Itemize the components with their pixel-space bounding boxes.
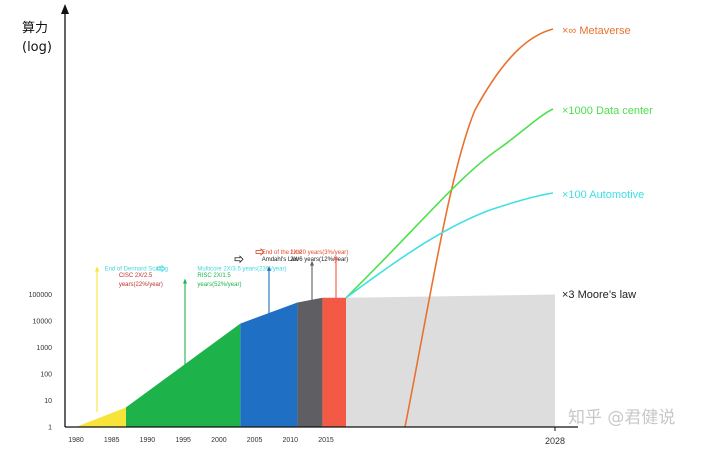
x-tick-label-2000: 2000 bbox=[211, 437, 227, 444]
annotation-7: 2X/20 years(3%/year) bbox=[290, 250, 348, 256]
watermark: 知乎 @君健说 bbox=[568, 408, 675, 428]
annotation-arrowhead-0 bbox=[95, 266, 99, 272]
x-tick-label-2010: 2010 bbox=[282, 437, 298, 444]
y-tick-label-10: 10 bbox=[44, 398, 52, 405]
pointer-glyph-2 bbox=[156, 264, 166, 273]
curve-1000-data-center bbox=[345, 108, 554, 299]
y-tick-label-100: 100 bbox=[40, 372, 52, 379]
curve-label-100-automotive: ×100 Automotive bbox=[562, 189, 644, 201]
annotation-4: Amdahl's Law bbox=[262, 257, 300, 263]
y-tick-label-1000: 1000 bbox=[36, 345, 52, 352]
region-multicore bbox=[240, 302, 298, 427]
regions-layer bbox=[76, 294, 555, 427]
x-tick-label-2015: 2015 bbox=[318, 437, 334, 444]
curve-label-metaverse: ×∞ Metaverse bbox=[562, 25, 631, 37]
x-tick-label-1990: 1990 bbox=[140, 437, 156, 444]
x-tick-label-1980: 1980 bbox=[68, 437, 84, 444]
axes-layer: 1 10 100 1000 10000 100000 1980 1985 1990 1995 200… bbox=[29, 4, 578, 446]
curve-label-3-moore-s-law: ×3 Moore’s law bbox=[562, 289, 636, 301]
y-axis-title-line2: (log) bbox=[22, 40, 52, 55]
x-tick-label-2005: 2005 bbox=[247, 437, 263, 444]
curve-100-automotive bbox=[345, 192, 554, 299]
annotation-2: Multicore 2X/3.5 years(23%/year) bbox=[197, 267, 286, 273]
annotation-5: 2X/6 years(12%/year) bbox=[290, 257, 348, 263]
annotation-arrowhead-6 bbox=[334, 255, 338, 261]
annotation-1-line2: years(22%/year) bbox=[119, 282, 163, 288]
annotation-3-line1: RISC 2X/1.5 bbox=[197, 273, 231, 279]
annotation-arrowhead-2 bbox=[183, 278, 187, 284]
pointer-glyph-0 bbox=[255, 247, 265, 256]
annotation-arrowhead-4 bbox=[267, 265, 271, 271]
pointer-glyph-1 bbox=[234, 255, 244, 264]
region-risc bbox=[126, 323, 241, 427]
curve-label-1000-data-center: ×1000 Data center bbox=[562, 105, 653, 117]
y-tick-label-100000: 100000 bbox=[29, 292, 52, 299]
annotation-1-line1: CISC 2X/2.5 bbox=[119, 273, 153, 279]
y-tick-label-1: 1 bbox=[48, 425, 52, 432]
region-end-of-the-line bbox=[322, 297, 346, 427]
curve-metaverse bbox=[404, 28, 554, 428]
x-tick-label-2028: 2028 bbox=[545, 436, 565, 446]
region-amdahl bbox=[297, 297, 323, 427]
annotation-arrowhead-5 bbox=[310, 260, 314, 266]
curves-layer: ×∞ Metaverse ×1000 Data center ×100 Automo… bbox=[345, 25, 653, 428]
annotation-3-line2: years(52%/year) bbox=[197, 282, 241, 288]
y-axis-title-line1: 算力 bbox=[22, 21, 48, 36]
x-tick-label-1985: 1985 bbox=[104, 437, 120, 444]
x-tick-label-1995: 1995 bbox=[175, 437, 191, 444]
y-tick-label-10000: 10000 bbox=[33, 319, 53, 326]
region-cisc bbox=[76, 407, 126, 427]
annotation-6: End of the Line bbox=[262, 250, 303, 256]
region-moore bbox=[346, 294, 555, 427]
annotation-0: End of Dennard Scaling bbox=[105, 267, 168, 273]
y-axis-arrow bbox=[61, 4, 69, 14]
